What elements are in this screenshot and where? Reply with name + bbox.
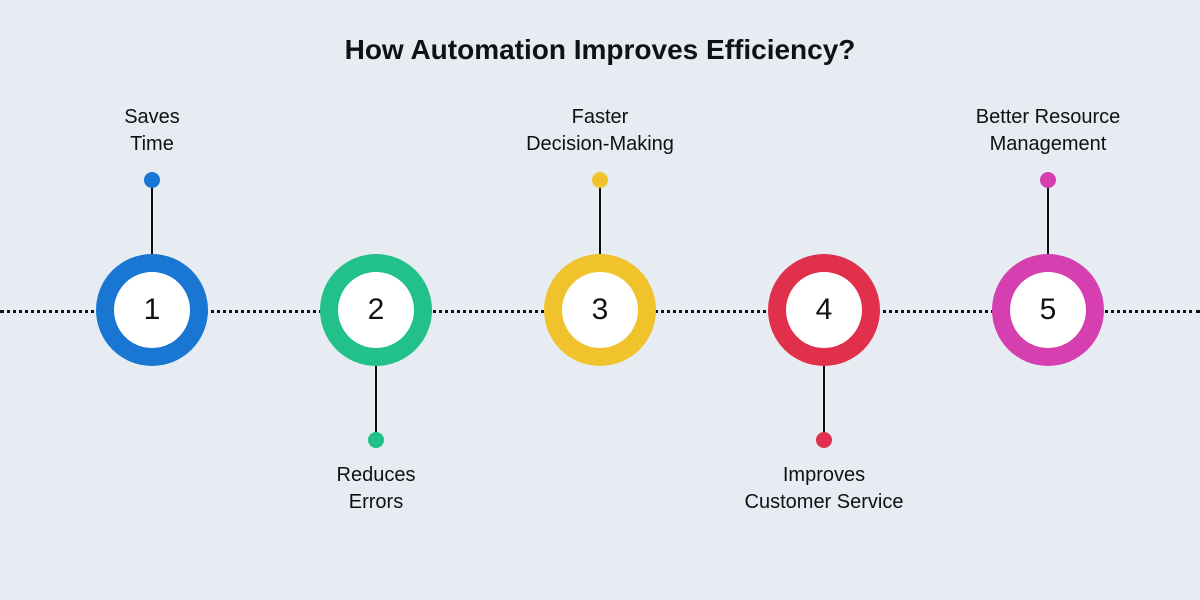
timeline-node-label-line: Errors	[246, 489, 506, 516]
timeline-node-label: SavesTime	[22, 104, 282, 158]
timeline-node-label: FasterDecision-Making	[470, 104, 730, 158]
timeline-node-number: 2	[338, 272, 414, 348]
timeline-node-label-line: Better Resource	[918, 104, 1178, 131]
infographic-title: How Automation Improves Efficiency?	[0, 34, 1200, 66]
timeline-node: 5	[992, 254, 1104, 366]
timeline-node-label-line: Time	[22, 131, 282, 158]
timeline-connector-dot	[592, 172, 608, 188]
timeline-node-label-line: Customer Service	[694, 489, 954, 516]
timeline-connector-dot	[1040, 172, 1056, 188]
timeline-node-number: 5	[1010, 272, 1086, 348]
timeline-connector-dot	[368, 432, 384, 448]
timeline-connector-dot	[816, 432, 832, 448]
timeline-node-label-line: Improves	[694, 462, 954, 489]
timeline-node: 4	[768, 254, 880, 366]
timeline-node-label-line: Faster	[470, 104, 730, 131]
timeline-node-label-line: Reduces	[246, 462, 506, 489]
timeline-node: 2	[320, 254, 432, 366]
timeline-node-label-line: Decision-Making	[470, 131, 730, 158]
timeline-connector-dot	[144, 172, 160, 188]
timeline-node-label: ReducesErrors	[246, 462, 506, 516]
timeline-node: 3	[544, 254, 656, 366]
timeline-node-label-line: Management	[918, 131, 1178, 158]
timeline-node-label: Better ResourceManagement	[918, 104, 1178, 158]
timeline-node-number: 1	[114, 272, 190, 348]
timeline-node: 1	[96, 254, 208, 366]
timeline-connector	[599, 180, 601, 254]
timeline-connector	[375, 366, 377, 440]
timeline-node-label: ImprovesCustomer Service	[694, 462, 954, 516]
timeline-connector	[1047, 180, 1049, 254]
timeline-connector	[823, 366, 825, 440]
timeline-node-number: 4	[786, 272, 862, 348]
timeline-node-number: 3	[562, 272, 638, 348]
timeline-node-label-line: Saves	[22, 104, 282, 131]
timeline-connector	[151, 180, 153, 254]
